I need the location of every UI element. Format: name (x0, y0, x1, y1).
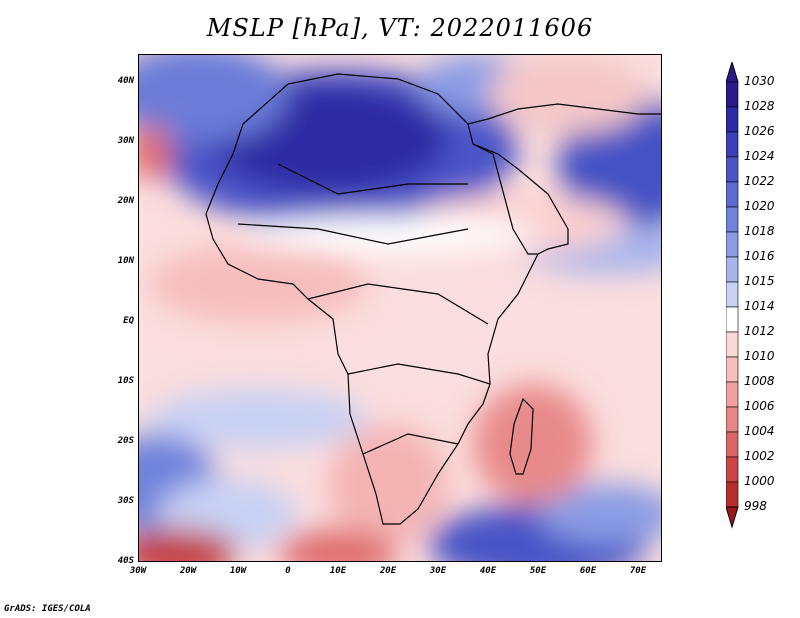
colorbar-swatch (725, 406, 739, 433)
colorbar-label: 1022 (744, 174, 775, 188)
colorbar-label: 1026 (744, 124, 775, 138)
colorbar-swatch (725, 331, 739, 358)
lat-label-eq: EQ (123, 316, 134, 326)
lon-label-50e: 50E (529, 566, 547, 576)
colorbar-label: 1030 (744, 74, 775, 88)
colorbar-label: 1020 (744, 199, 775, 213)
colorbar-swatch (725, 256, 739, 283)
map-title: MSLP [hPa], VT: 2022011606 (206, 14, 594, 42)
low-madagascar (473, 384, 593, 504)
colorbar-label: 1010 (744, 349, 775, 363)
colorbar-swatch (725, 281, 739, 308)
colorbar-swatch (725, 231, 739, 258)
lon-label-30e: 30E (429, 566, 447, 576)
lon-label-20w: 20W (179, 566, 197, 576)
colorbar-legend (725, 60, 796, 554)
lat-label-20n: 20N (117, 196, 134, 206)
high-south-atlantic (148, 389, 368, 449)
coastlines (205, 73, 662, 525)
lon-label-10w: 10W (229, 566, 247, 576)
colorbar-label: 1024 (744, 149, 775, 163)
low-south-west (138, 529, 238, 562)
colorbar-label: 1015 (744, 274, 775, 288)
colorbar-swatch (725, 106, 739, 133)
colorbar-label: 1014 (744, 299, 775, 313)
lon-label-40e: 40E (479, 566, 497, 576)
grads-credit: GrADS: IGES/COLA (4, 604, 91, 614)
lon-label-0: 0 (285, 566, 291, 576)
lat-label-30s: 30S (117, 496, 134, 506)
colorbar-label: 1012 (744, 324, 775, 338)
lon-label-20e: 20E (379, 566, 397, 576)
lon-label-30w: 30W (129, 566, 147, 576)
lon-label-10e: 10E (329, 566, 347, 576)
colorbar-swatch (725, 456, 739, 483)
lat-label-40n: 40N (117, 76, 134, 86)
colorbar-top-arrow (725, 60, 739, 83)
lat-label-10n: 10N (117, 256, 134, 266)
colorbar-label: 1018 (744, 224, 775, 238)
colorbar-label: 1000 (744, 474, 775, 488)
colorbar-label: 1004 (744, 424, 775, 438)
colorbar-label: 998 (744, 499, 767, 513)
colorbar-label: 1008 (744, 374, 775, 388)
colorbar-label: 1016 (744, 249, 775, 263)
colorbar-label: 1028 (744, 99, 775, 113)
lat-label-20s: 20S (117, 436, 134, 446)
colorbar-swatch (725, 156, 739, 183)
lon-label-70e: 70E (629, 566, 647, 576)
lon-label-60e: 60E (579, 566, 597, 576)
lat-label-30n: 30N (117, 136, 134, 146)
lat-label-40s: 40S (117, 556, 134, 566)
pressure-map (138, 54, 662, 562)
colorbar-swatch (725, 381, 739, 408)
colorbar-swatch (725, 481, 739, 508)
colorbar-swatch (725, 131, 739, 158)
colorbar-swatch (725, 431, 739, 458)
colorbar-bottom-arrow (725, 506, 739, 529)
low-atlantic-30n (138, 124, 172, 180)
colorbar-label: 1002 (744, 449, 775, 463)
colorbar-swatch (725, 206, 739, 233)
colorbar-swatch (725, 81, 739, 108)
colorbar-swatch (725, 181, 739, 208)
colorbar-swatch (725, 356, 739, 383)
lat-label-10s: 10S (117, 376, 134, 386)
colorbar-label: 1006 (744, 399, 775, 413)
colorbar-swatch (725, 306, 739, 333)
